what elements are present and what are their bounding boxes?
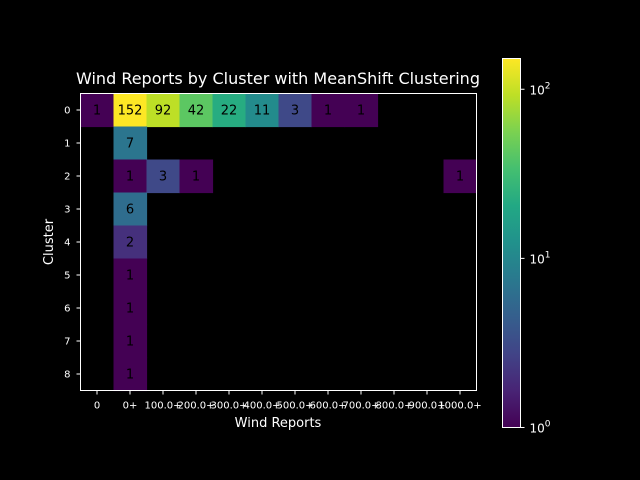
y-tick-label: 8 bbox=[64, 370, 70, 381]
heatmap-cell bbox=[179, 93, 214, 128]
colorbar-tick-label: 102 bbox=[530, 81, 551, 97]
heatmap-cell-value: 7 bbox=[126, 137, 134, 152]
heatmap-cell bbox=[113, 93, 148, 128]
x-tick-label: 200.0+ bbox=[177, 401, 214, 412]
heatmap-cell bbox=[80, 93, 115, 128]
x-tick-label: 300.0+ bbox=[210, 401, 247, 412]
x-axis-ticks: 0 0+ 100.0+200.0+300.0+400.0+500.0+600.0+7… bbox=[94, 390, 482, 412]
heatmap-cell-value: 22 bbox=[221, 104, 238, 119]
heatmap-cell bbox=[344, 93, 379, 128]
heatmap-cell-value: 1 bbox=[192, 170, 200, 185]
heatmap-cell-value: 1 bbox=[126, 368, 134, 383]
x-tick-label: 0+ bbox=[123, 401, 138, 412]
heatmap-cell-value: 152 bbox=[118, 104, 143, 119]
heatmap-cell-value: 1 bbox=[126, 170, 134, 185]
heatmap-cell-value: 1 bbox=[126, 269, 134, 284]
y-axis-ticks: 0 1 2 3 4 5 6 7 8 bbox=[64, 106, 81, 381]
heatmap-cell-value: 42 bbox=[188, 104, 205, 119]
x-tick-label: 800.0+ bbox=[375, 401, 412, 412]
y-tick-label: 2 bbox=[64, 172, 70, 183]
heatmap-cell-value: 1 bbox=[324, 104, 332, 119]
heatmap-cell-value: 1 bbox=[357, 104, 365, 119]
heatmap-cell-value: 11 bbox=[254, 104, 271, 119]
heatmap-cell-value: 1 bbox=[93, 104, 101, 119]
x-tick-label: 900.0+ bbox=[408, 401, 445, 412]
heatmap-cell-value: 1 bbox=[126, 302, 134, 317]
x-tick-label: 600.0+ bbox=[309, 401, 346, 412]
x-tick-label: 100.0+ bbox=[144, 401, 181, 412]
chart-title: Wind Reports by Cluster with MeanShift C… bbox=[76, 69, 480, 88]
x-tick-label: 0 bbox=[94, 401, 100, 412]
x-tick-label: 400.0+ bbox=[243, 401, 280, 412]
y-tick-label: 0 bbox=[64, 106, 70, 117]
heatmap-cell bbox=[113, 324, 148, 359]
heatmap-cell-value: 3 bbox=[159, 170, 167, 185]
heatmap-cell-value: 1 bbox=[456, 170, 464, 185]
heatmap-cell bbox=[146, 93, 181, 128]
heatmap-cell bbox=[212, 93, 247, 128]
heatmap-cell bbox=[311, 93, 346, 128]
y-tick-label: 3 bbox=[64, 205, 70, 216]
x-tick-label: 700.0+ bbox=[342, 401, 379, 412]
heatmap-cell bbox=[113, 126, 148, 161]
heatmap-cell bbox=[278, 93, 313, 128]
y-tick-label: 1 bbox=[64, 139, 70, 150]
heatmap-cell bbox=[113, 159, 148, 194]
heatmap-cell-value: 92 bbox=[155, 104, 172, 119]
heatmap-cell-value: 1 bbox=[126, 335, 134, 350]
heatmap-cell bbox=[113, 225, 148, 260]
heatmap-cell-value: 3 bbox=[291, 104, 299, 119]
colorbar-tick-label: 101 bbox=[530, 250, 551, 266]
y-tick-label: 7 bbox=[64, 337, 70, 348]
colorbar-gradient bbox=[502, 58, 521, 428]
y-tick-label: 6 bbox=[64, 304, 70, 315]
y-tick-label: 5 bbox=[64, 271, 70, 282]
heatmap-cell bbox=[179, 159, 214, 194]
heatmap-cell bbox=[146, 159, 181, 194]
colorbar-tick-label: 100 bbox=[530, 420, 551, 436]
heatmap-cell-value: 6 bbox=[126, 203, 134, 218]
x-axis-label: Wind Reports bbox=[235, 416, 322, 431]
heatmap-cell bbox=[443, 159, 478, 194]
y-tick-label: 4 bbox=[64, 238, 70, 249]
heatmap-cell bbox=[245, 93, 280, 128]
heatmap-cell bbox=[113, 258, 148, 293]
y-axis-label: Cluster bbox=[42, 218, 57, 265]
x-tick-label: 500.0+ bbox=[276, 401, 313, 412]
heatmap-cell bbox=[113, 291, 148, 326]
colorbar-ticks: 100 101 102 bbox=[520, 81, 551, 436]
heatmap-cell-value: 2 bbox=[126, 236, 134, 251]
heatmap-cells bbox=[80, 93, 478, 392]
colorbar: 100 101 102 bbox=[502, 58, 551, 436]
heatmap-cell bbox=[113, 357, 148, 392]
x-tick-label: 1000.0+ bbox=[438, 401, 481, 412]
heatmap-cell bbox=[113, 192, 148, 227]
